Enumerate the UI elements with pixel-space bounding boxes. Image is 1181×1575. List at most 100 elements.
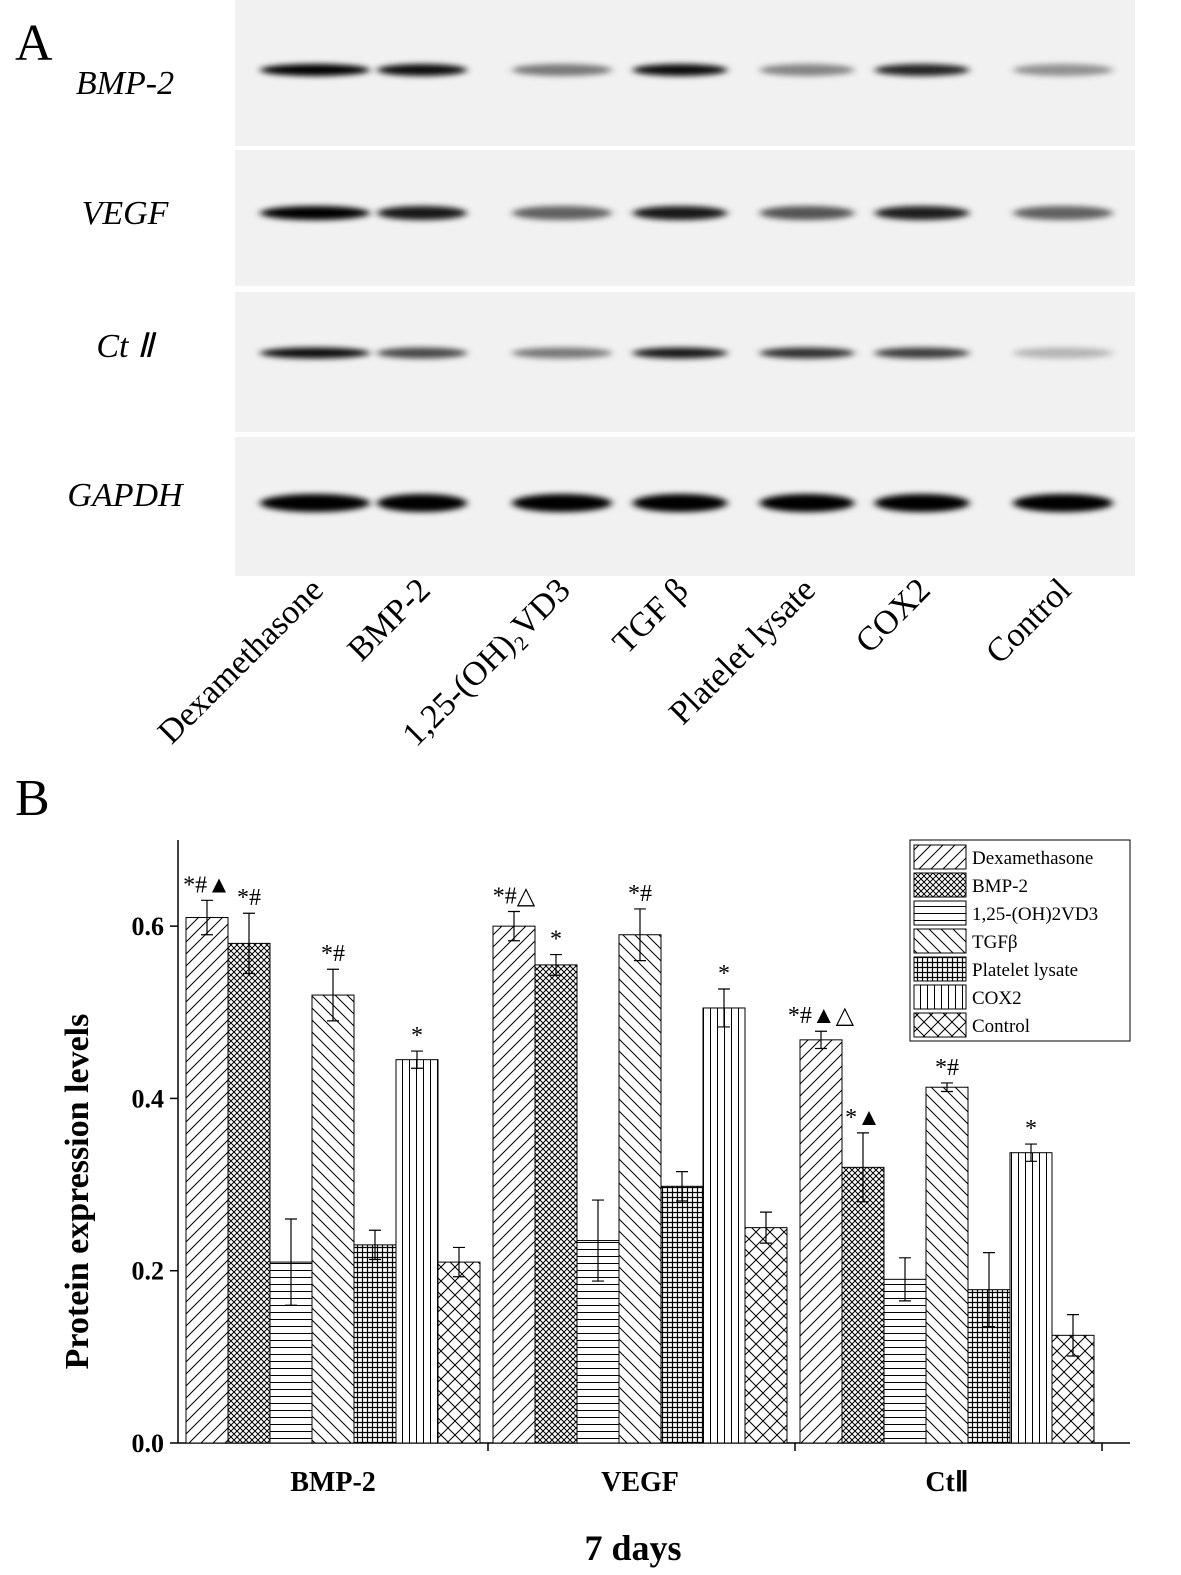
bar <box>841 1166 885 1444</box>
x-tick-label: BMP-2 <box>290 1467 376 1498</box>
legend-label: BMP-2 <box>972 876 1028 897</box>
significance-label: * <box>1025 1116 1037 1142</box>
blot-band <box>759 347 855 359</box>
significance-label: *#▲ <box>183 872 231 898</box>
legend-swatch <box>913 956 967 982</box>
significance-label: * <box>411 1023 423 1049</box>
blot-band <box>260 347 370 359</box>
x-tick-label: CtⅡ <box>925 1467 968 1498</box>
legend-label: Dexamethasone <box>972 848 1093 869</box>
bar <box>185 917 229 1444</box>
lane-label: TGF β <box>606 571 696 661</box>
error-bar <box>983 1252 995 1328</box>
significance-label: *#▲△ <box>788 1003 855 1029</box>
blot-row-label: GAPDH <box>67 477 185 514</box>
panel-label: A <box>15 15 53 72</box>
error-bar <box>676 1171 688 1202</box>
x-tick-label: VEGF <box>601 1467 679 1498</box>
blot-band <box>874 347 970 359</box>
legend-label: Control <box>972 1016 1030 1037</box>
y-tick-label: 0.0 <box>132 1429 165 1458</box>
error-bar <box>201 899 213 936</box>
error-bar <box>1025 1143 1037 1162</box>
bar <box>702 1007 746 1444</box>
bar <box>925 1086 969 1444</box>
legend-swatch <box>913 928 967 954</box>
error-bar <box>285 1218 297 1306</box>
error-bar <box>941 1082 953 1093</box>
bar <box>660 1185 704 1444</box>
bar <box>883 1278 927 1444</box>
blot-band <box>632 494 728 512</box>
error-bar <box>899 1257 911 1302</box>
y-axis-label: Protein expression levels <box>59 1014 96 1370</box>
lane-label: Dexamethasone <box>151 571 331 751</box>
x-axis-label: 7 days <box>584 1528 681 1568</box>
significance-label: *# <box>628 881 652 907</box>
bar <box>395 1059 439 1444</box>
bar <box>799 1039 843 1444</box>
legend-swatch <box>913 900 967 926</box>
blot-band <box>512 494 612 512</box>
blot-band <box>1013 347 1113 359</box>
error-bar <box>369 1229 381 1261</box>
blot-band <box>260 64 370 76</box>
bar-chart: 0.0 0.2 0.4 0.6 Protein expression levels 7 d… <box>59 839 1131 1568</box>
lane-label: Control <box>979 571 1079 671</box>
bar <box>618 934 662 1444</box>
blot-band <box>1013 206 1113 220</box>
error-bar <box>857 1132 869 1203</box>
legend-swatch <box>913 984 967 1010</box>
error-bar <box>760 1211 772 1244</box>
legend-swatch <box>913 872 967 898</box>
significance-label: *▲ <box>845 1105 881 1131</box>
blot-band <box>632 64 728 76</box>
error-bar <box>1067 1314 1079 1357</box>
blot-band <box>512 64 612 76</box>
blot-band <box>874 206 970 220</box>
panel-label: B <box>15 770 50 827</box>
bar <box>1009 1152 1053 1444</box>
blot-band <box>1013 494 1113 512</box>
error-bar <box>411 1050 423 1069</box>
blot-band <box>377 347 467 359</box>
legend-label: Platelet lysate <box>972 960 1078 981</box>
blot-band <box>874 64 970 76</box>
blot-row-label: BMP-2 <box>76 65 174 102</box>
blot-band <box>512 206 612 220</box>
legend-swatch <box>913 844 967 870</box>
bar <box>437 1261 481 1444</box>
bar <box>534 964 578 1444</box>
legend-label: 1,25-(OH)2VD3 <box>972 904 1098 925</box>
blot-band <box>377 64 467 76</box>
error-bar <box>550 953 562 976</box>
blot-band <box>1013 64 1113 76</box>
significance-label: * <box>718 961 730 987</box>
blot-band <box>632 347 728 359</box>
error-bar <box>815 1030 827 1050</box>
bar <box>492 925 536 1444</box>
lane-label: BMP-2 <box>341 571 438 668</box>
significance-label: *#△ <box>493 883 536 909</box>
blot-band <box>377 494 467 512</box>
blot-band <box>874 494 970 512</box>
blot-band <box>377 206 467 220</box>
error-bar <box>592 1199 604 1282</box>
blot-row-label: VEGF <box>82 195 170 232</box>
bar <box>227 942 271 1444</box>
blot-band <box>759 494 855 512</box>
significance-label: *# <box>935 1055 959 1081</box>
blot-band <box>512 347 612 359</box>
y-tick-label: 0.2 <box>132 1257 165 1286</box>
legend-label: COX2 <box>972 988 1022 1009</box>
significance-label: *# <box>321 941 345 967</box>
legend-swatch <box>913 1012 967 1038</box>
significance-label: *# <box>237 885 261 911</box>
significance-label: * <box>550 927 562 953</box>
blot-row-label: Ct Ⅱ <box>96 328 157 365</box>
y-tick-label: 0.4 <box>132 1084 165 1113</box>
error-bar <box>327 968 339 1022</box>
blot-strip <box>235 292 1135 432</box>
